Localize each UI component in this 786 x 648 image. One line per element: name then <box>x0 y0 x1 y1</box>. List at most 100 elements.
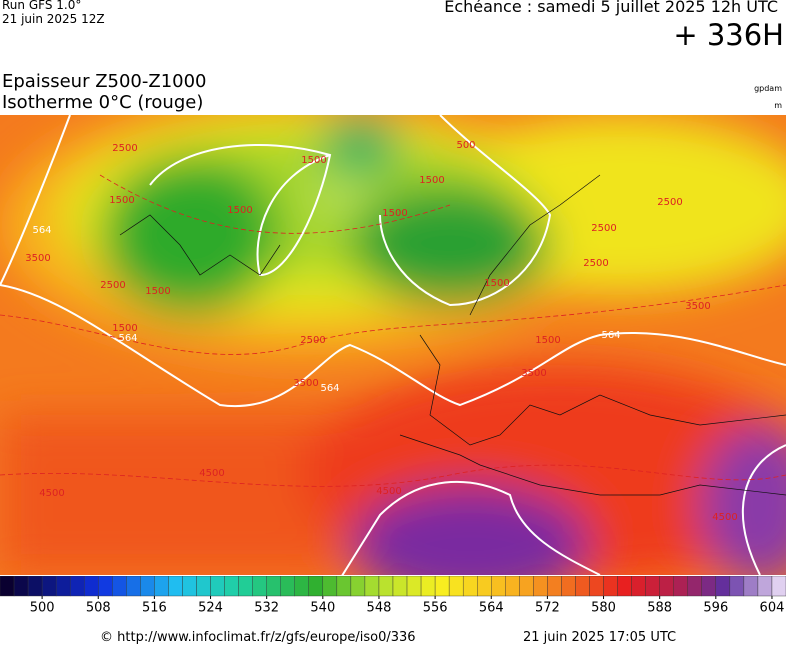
colorbar-swatch <box>659 576 674 597</box>
colorbar-swatch <box>196 576 211 597</box>
contour-label: 2500 <box>112 143 137 154</box>
colorbar-swatch <box>771 576 786 597</box>
contour-label: 1500 <box>145 286 170 297</box>
contour-label: 1500 <box>109 195 134 206</box>
colorbar-label: 500 <box>30 601 55 616</box>
colorbar-swatch <box>462 576 478 597</box>
colorbar-swatch <box>168 576 183 597</box>
colorbar-swatch <box>617 576 632 597</box>
colorbar-label: 532 <box>254 601 279 616</box>
colorbar-label: 556 <box>423 601 448 616</box>
colorbar-swatch <box>322 576 338 597</box>
colorbar-swatch <box>336 576 352 597</box>
colorbar-swatch <box>743 576 759 597</box>
contour-label: 2500 <box>657 197 682 208</box>
colorbar-swatch <box>154 576 169 597</box>
colorbar-swatch <box>308 576 324 597</box>
colorbar-swatch <box>547 576 562 597</box>
colorbar-swatch <box>378 576 394 597</box>
colorbar-label: 516 <box>142 601 167 616</box>
colorbar-swatch <box>477 576 492 597</box>
colorbar-swatch <box>533 576 548 597</box>
colorbar: 500 508 516 524 532 540 548 556 564 572 580 588 596 6… <box>0 576 786 616</box>
colorbar-swatch <box>69 576 85 597</box>
contour-label: 564 <box>118 333 137 344</box>
run-label: Run GFS 1.0° <box>2 0 82 12</box>
contour-label: 1500 <box>382 208 407 219</box>
colorbar-swatch <box>294 576 309 597</box>
colorbar-swatch <box>673 576 688 597</box>
contour-label: 2500 <box>100 280 125 291</box>
run-date: 21 juin 2025 12Z <box>2 12 105 26</box>
contour-label: 2500 <box>300 335 325 346</box>
colorbar-label: 540 <box>310 601 335 616</box>
colorbar-label: 580 <box>591 601 616 616</box>
contour-label: 3500 <box>685 301 710 312</box>
colorbar-label: 572 <box>535 601 560 616</box>
contour-label: 1500 <box>301 155 326 166</box>
contour-label: 1500 <box>535 335 560 346</box>
colorbar-swatch <box>41 576 57 597</box>
contour-label: 2500 <box>591 223 616 234</box>
colorbar-swatch <box>55 576 71 597</box>
unit-gpdam: gpdam <box>754 84 782 93</box>
colorbar-label: 596 <box>703 601 728 616</box>
colorbar-swatch <box>210 576 225 597</box>
contour-label: 4500 <box>712 512 737 523</box>
coastlines <box>119 174 786 496</box>
colorbar-swatch <box>519 576 534 597</box>
contour-label: 2500 <box>583 258 608 269</box>
colorbar-label: 564 <box>479 601 504 616</box>
colorbar-swatch <box>84 576 99 597</box>
colorbar-swatch <box>182 576 197 597</box>
contour-label: 564 <box>32 225 51 236</box>
thickness-contours <box>0 115 786 575</box>
colorbar-swatch <box>0 576 15 597</box>
contour-label: 3500 <box>521 368 546 379</box>
contour-label: 1500 <box>484 278 509 289</box>
colorbar-swatch <box>505 576 520 597</box>
colorbar-swatch <box>364 576 380 597</box>
colorbar-swatch <box>252 576 267 597</box>
contour-label: 3500 <box>25 253 50 264</box>
colorbar-label: 508 <box>86 601 111 616</box>
colorbar-swatch <box>589 576 604 597</box>
contour-label: 500 <box>456 140 475 151</box>
colorbar-swatch <box>420 576 436 597</box>
colorbar-label: 524 <box>198 601 223 616</box>
contour-label: 1500 <box>227 205 252 216</box>
colorbar-swatch <box>126 576 141 597</box>
source-link[interactable]: © http://www.infoclimat.fr/z/gfs/europe/… <box>100 630 416 645</box>
contour-label: 564 <box>320 383 339 394</box>
colorbar-swatch <box>350 576 366 597</box>
colorbar-swatch <box>27 576 43 597</box>
contour-label: 4500 <box>376 486 401 497</box>
isotherm-lines <box>0 174 786 487</box>
colorbar-swatch <box>491 576 506 597</box>
colorbar-swatch <box>406 576 422 597</box>
colorbar-swatch <box>561 576 576 597</box>
colorbar-swatch <box>98 576 113 597</box>
colorbar-label: 588 <box>647 601 672 616</box>
contour-label: 1500 <box>112 323 137 334</box>
contour-label: 3500 <box>293 378 318 389</box>
contour-label: 4500 <box>199 468 224 479</box>
colorbar-swatch <box>757 576 773 597</box>
colorbar-swatch <box>631 576 646 597</box>
colorbar-swatch <box>715 576 731 597</box>
colorbar-swatch <box>140 576 155 597</box>
colorbar-swatch <box>224 576 239 597</box>
colorbar-label: 604 <box>760 601 785 616</box>
colorbar-swatch <box>603 576 618 597</box>
colorbar-swatch <box>687 576 702 597</box>
colorbar-swatch <box>448 576 464 597</box>
contour-label: 4500 <box>39 488 64 499</box>
colorbar-swatch <box>701 576 717 597</box>
map-title: Epaisseur Z500-Z1000 <box>2 71 207 92</box>
unit-m: m <box>774 101 782 110</box>
contour-label: 564 <box>601 330 620 341</box>
colorbar-swatch <box>392 576 408 597</box>
